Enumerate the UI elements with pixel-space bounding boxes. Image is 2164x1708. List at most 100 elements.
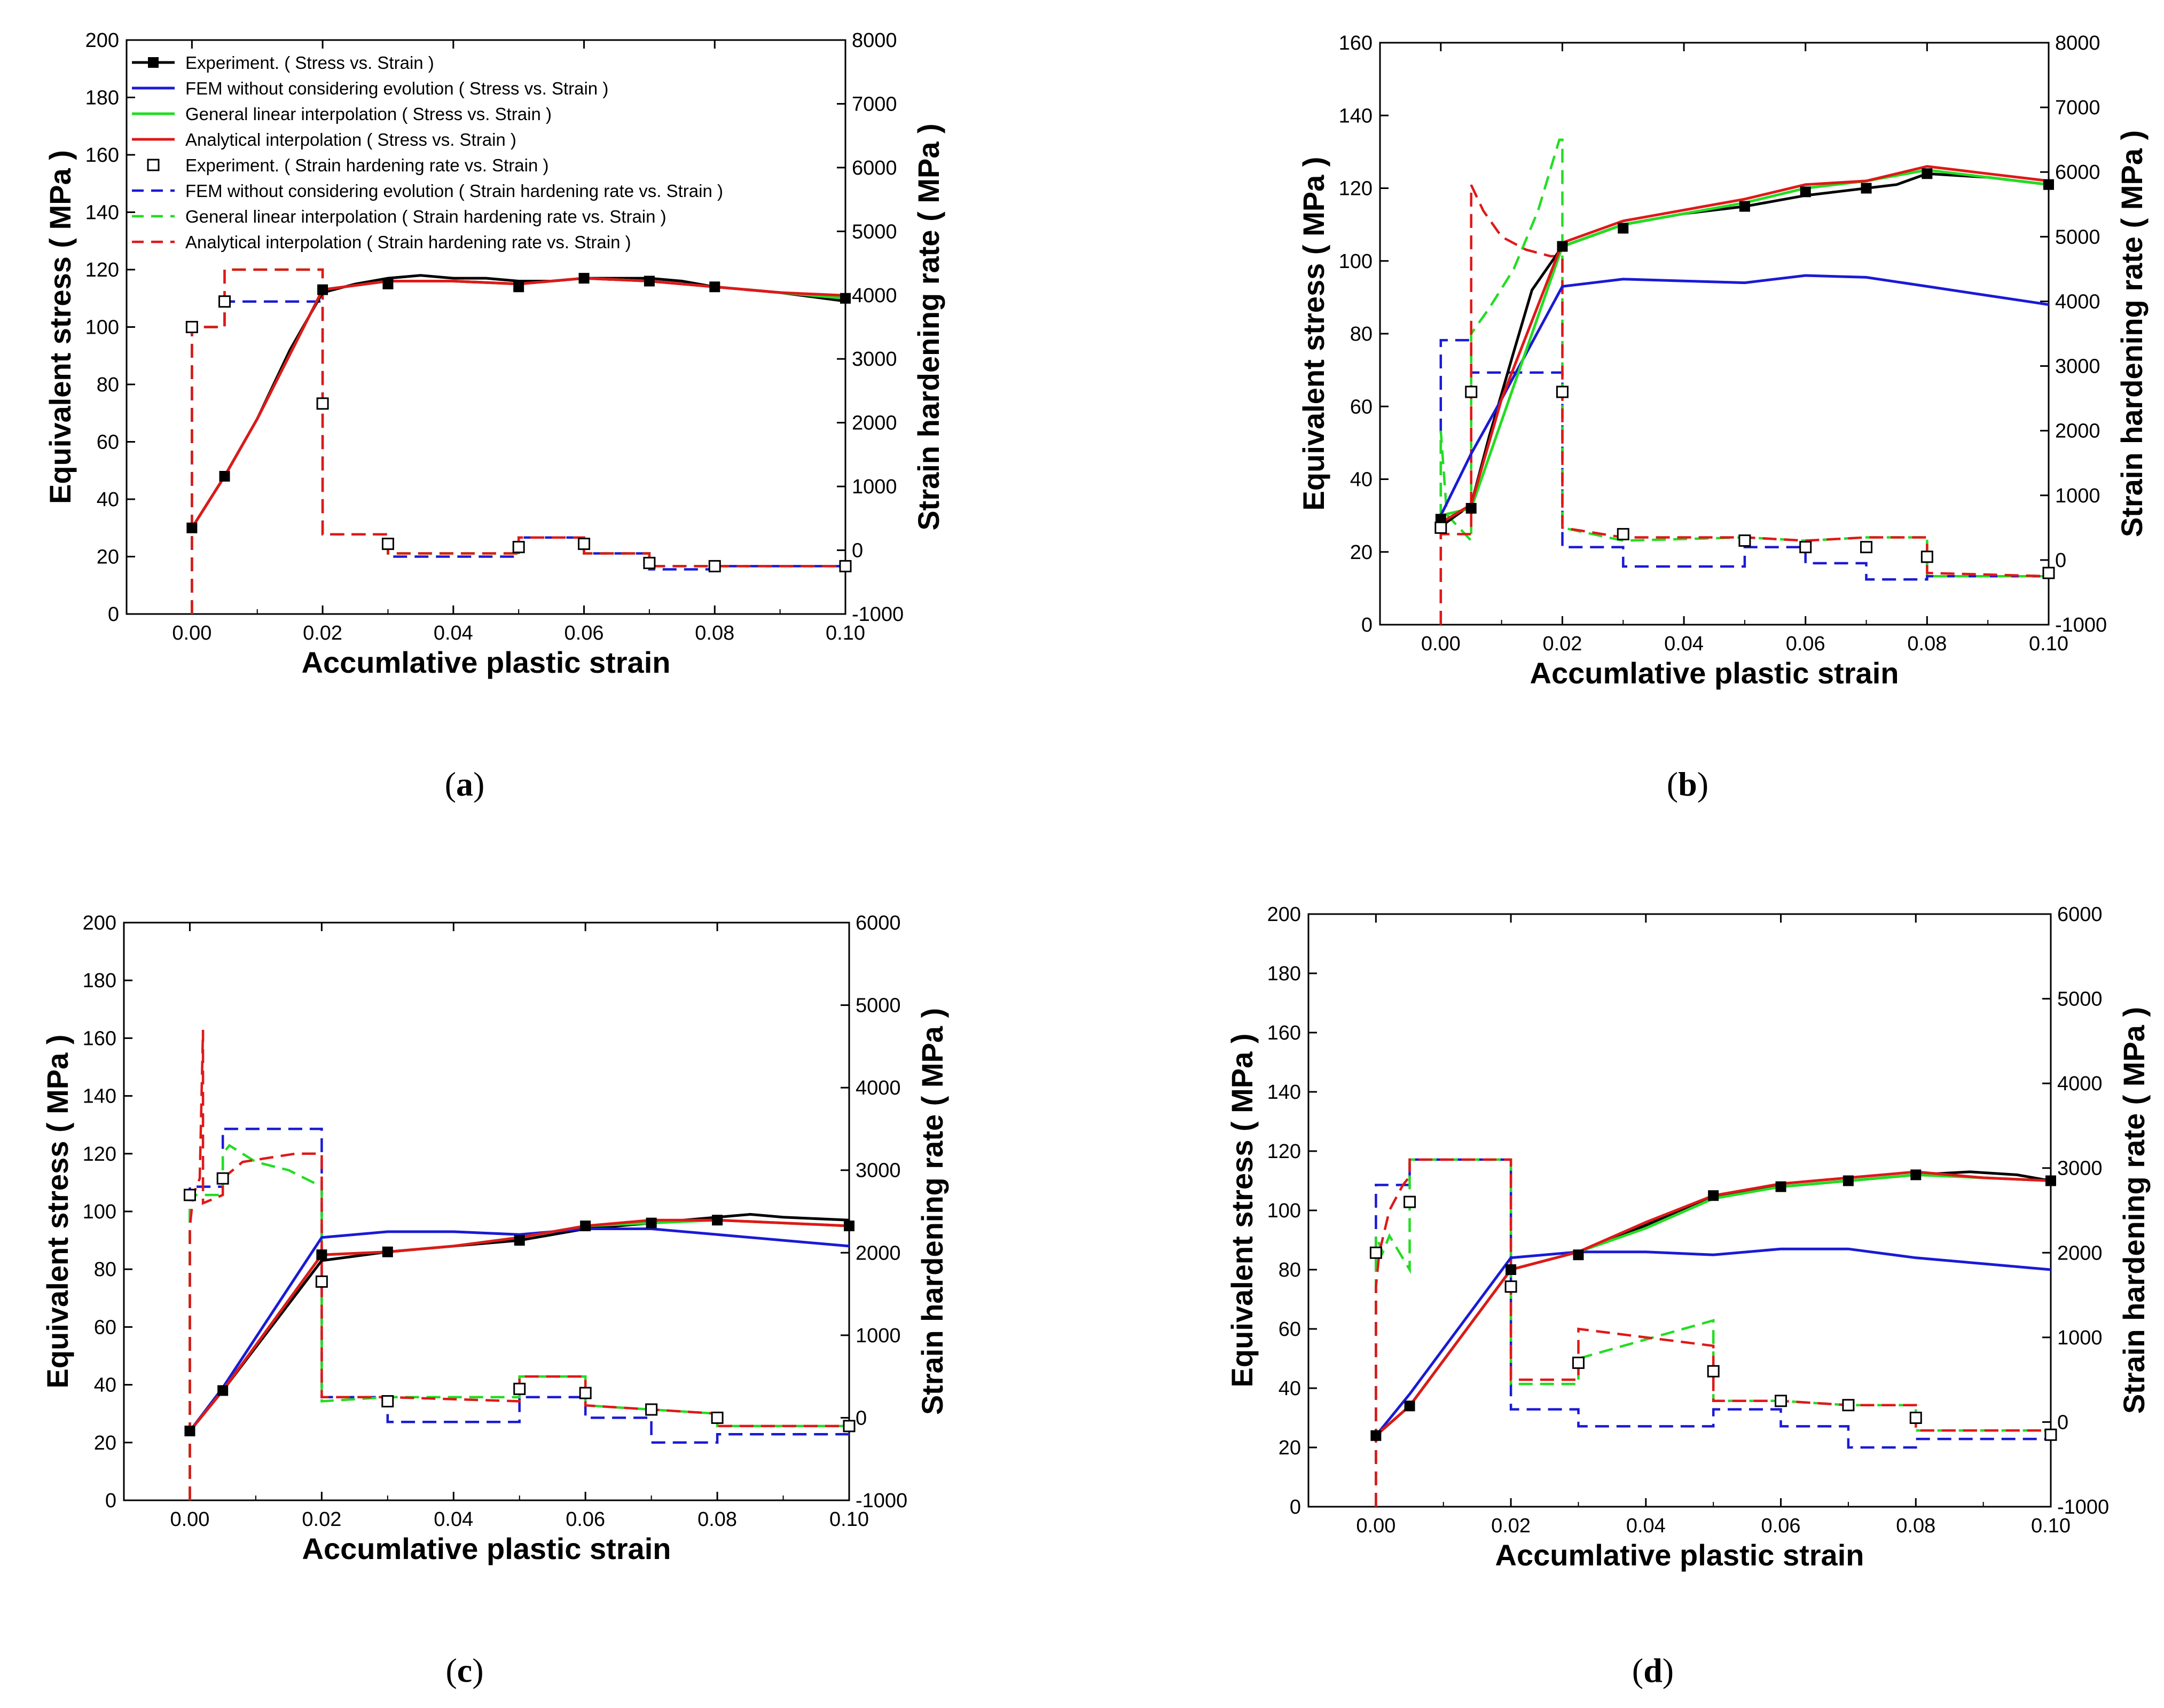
y-tick-label: 0 <box>1290 1496 1301 1518</box>
y-tick-label: 140 <box>1267 1081 1301 1104</box>
y-tick-label: 100 <box>85 317 119 339</box>
y2-tick-label: 3000 <box>2055 356 2100 378</box>
y-tick-label: 160 <box>1339 32 1373 54</box>
x-tick-label: 0.10 <box>2029 633 2068 655</box>
x-tick-label: 0.10 <box>826 622 865 644</box>
y-tick-label: 80 <box>94 1258 116 1281</box>
legend-marker <box>147 159 160 171</box>
y2-tick-label: 0 <box>856 1407 867 1429</box>
y2-tick-label: 6000 <box>2057 903 2103 926</box>
y2-tick-label: 0 <box>2055 549 2066 572</box>
rate-marker <box>578 538 591 550</box>
y-tick-label: 60 <box>94 1316 116 1339</box>
stress-marker <box>2045 1175 2056 1186</box>
x-tick-label: 0.04 <box>1664 633 1704 655</box>
legend-label: Analytical interpolation ( Stress vs. St… <box>185 130 516 149</box>
y-tick-label: 40 <box>1350 469 1373 491</box>
y2-tick-label: 2000 <box>2057 1242 2103 1264</box>
x-tick-label: 0.02 <box>302 1508 341 1531</box>
legend-marker <box>148 57 159 68</box>
rate-marker <box>1617 528 1629 540</box>
y2-tick-label: 6000 <box>856 912 901 934</box>
rate-marker <box>1504 1280 1517 1293</box>
y-tick-label: 40 <box>97 489 119 511</box>
legend-label: Experiment. ( Strain hardening rate vs. … <box>185 155 548 175</box>
stress-marker <box>1708 1190 1719 1201</box>
rate-marker <box>218 295 231 308</box>
y2-tick-label: 0 <box>2057 1411 2068 1434</box>
y-tick-label: 140 <box>85 202 119 224</box>
stress-marker <box>513 281 524 293</box>
rate-line-general-linear-interpolation <box>189 1144 849 1500</box>
y2-axis-label: Strain hardening rate ( MPa ) <box>2115 130 2149 537</box>
stress-marker <box>646 1217 657 1229</box>
y-tick-label: 80 <box>1350 323 1373 345</box>
stress-marker <box>1404 1400 1415 1412</box>
x-tick-label: 0.04 <box>1626 1515 1666 1537</box>
y-tick-label: 160 <box>1267 1022 1301 1044</box>
y-tick-label: 120 <box>83 1143 116 1166</box>
y2-tick-label: -1000 <box>2055 614 2107 636</box>
x-axis-label: Accumlative plastic strain <box>302 646 671 679</box>
y2-tick-label: 4000 <box>852 285 897 307</box>
stress-marker <box>844 1221 854 1232</box>
y-tick-label: 20 <box>1350 541 1373 564</box>
rate-marker <box>1799 541 1812 554</box>
rate-marker <box>1369 1246 1382 1259</box>
y2-tick-label: 7000 <box>2055 97 2100 119</box>
rate-marker <box>316 397 329 410</box>
stress-marker <box>709 281 720 293</box>
y-tick-label: 200 <box>83 912 116 934</box>
stress-marker <box>317 284 328 295</box>
y2-tick-label: 7000 <box>852 93 897 115</box>
stress-line-fem-without-considering-evolution <box>1439 274 2049 516</box>
y2-tick-label: 3000 <box>852 348 897 371</box>
legend-label: General linear interpolation ( Stress vs… <box>185 104 552 124</box>
y-tick-label: 20 <box>97 546 119 569</box>
x-tick-label: 0.00 <box>170 1508 209 1531</box>
stress-marker <box>186 522 198 533</box>
y-tick-label: 0 <box>108 603 119 626</box>
y2-tick-label: -1000 <box>2057 1496 2109 1518</box>
x-axis-label: Accumlative plastic strain <box>1530 656 1899 690</box>
y-tick-label: 20 <box>94 1432 116 1454</box>
y-tick-label: 80 <box>97 374 119 396</box>
y2-tick-label: 5000 <box>852 221 897 243</box>
y2-axis-label: Strain hardening rate ( MPa ) <box>2117 1007 2151 1414</box>
stress-marker <box>217 1385 229 1396</box>
x-tick-label: 0.06 <box>1761 1515 1801 1537</box>
stress-marker <box>580 1221 591 1232</box>
rate-marker <box>1920 550 1933 563</box>
panel-caption: (a) <box>445 765 485 803</box>
y-axis-label: Equivalent stress ( MPa ) <box>1225 1034 1259 1388</box>
plot-area <box>1439 138 2049 625</box>
y-tick-label: 0 <box>1361 614 1373 636</box>
stress-line-fem-without-considering-evolution <box>189 1227 849 1432</box>
stress-line-fem-without-considering-evolution <box>1375 1247 2051 1437</box>
y-tick-label: 80 <box>1279 1259 1301 1281</box>
x-tick-label: 0.08 <box>695 622 734 644</box>
stress-marker <box>1557 241 1568 252</box>
y2-tick-label: 4000 <box>2057 1073 2103 1095</box>
y2-axis-label: Strain hardening rate ( MPa ) <box>915 1008 949 1415</box>
stress-marker <box>184 1426 195 1437</box>
x-tick-label: 0.08 <box>1896 1515 1935 1537</box>
x-tick-label: 0.06 <box>566 1508 605 1531</box>
panel-caption: (b) <box>1667 765 1708 803</box>
y2-tick-label: 5000 <box>2055 226 2100 248</box>
y-tick-label: 100 <box>1267 1200 1301 1222</box>
y-tick-label: 120 <box>1339 178 1373 200</box>
y2-tick-label: 2000 <box>852 412 897 435</box>
rate-marker <box>708 560 721 572</box>
y-tick-label: 180 <box>85 87 119 109</box>
stress-marker <box>1861 183 1872 194</box>
stress-marker <box>382 1246 393 1257</box>
rate-line-analytical-interpolation <box>1375 1158 2051 1507</box>
stress-marker <box>712 1215 723 1226</box>
stress-line-analytical-interpolation <box>191 277 845 529</box>
rate-line-fem-without-considering-evolution <box>189 1128 849 1500</box>
y2-tick-label: 2000 <box>856 1242 901 1264</box>
y2-tick-label: -1000 <box>856 1490 907 1512</box>
stress-marker <box>1842 1175 1854 1186</box>
